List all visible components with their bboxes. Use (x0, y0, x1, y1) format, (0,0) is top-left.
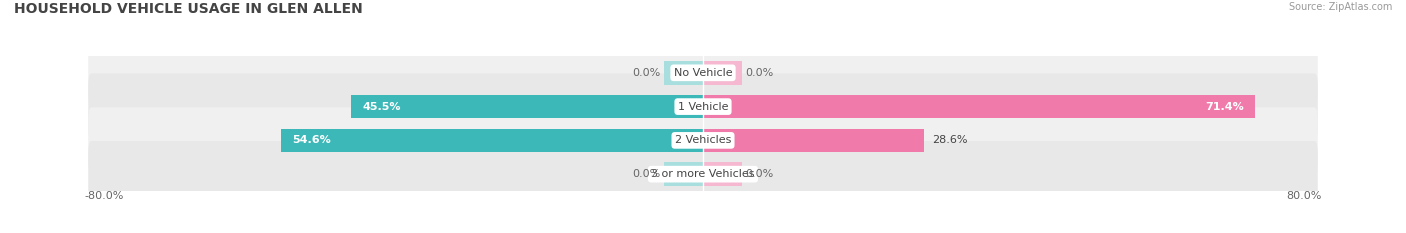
Text: 0.0%: 0.0% (633, 169, 661, 179)
Text: 1 Vehicle: 1 Vehicle (678, 102, 728, 112)
Bar (703, 162, 742, 186)
Text: HOUSEHOLD VEHICLE USAGE IN GLEN ALLEN: HOUSEHOLD VEHICLE USAGE IN GLEN ALLEN (14, 2, 363, 16)
FancyBboxPatch shape (89, 141, 1317, 207)
Text: 80.0%: 80.0% (1286, 191, 1322, 201)
Bar (703, 95, 1256, 118)
FancyBboxPatch shape (89, 107, 1317, 174)
Text: 0.0%: 0.0% (745, 169, 773, 179)
Text: 28.6%: 28.6% (932, 135, 967, 145)
Text: Source: ZipAtlas.com: Source: ZipAtlas.com (1288, 2, 1392, 12)
Bar (665, 61, 703, 85)
Text: 0.0%: 0.0% (745, 68, 773, 78)
Text: No Vehicle: No Vehicle (673, 68, 733, 78)
Text: 0.0%: 0.0% (633, 68, 661, 78)
Text: 71.4%: 71.4% (1205, 102, 1243, 112)
FancyBboxPatch shape (89, 73, 1317, 140)
Bar (281, 129, 703, 152)
Bar (665, 162, 703, 186)
Text: 45.5%: 45.5% (363, 102, 401, 112)
Text: -80.0%: -80.0% (84, 191, 124, 201)
Text: 54.6%: 54.6% (292, 135, 332, 145)
Text: 3 or more Vehicles: 3 or more Vehicles (651, 169, 755, 179)
FancyBboxPatch shape (89, 40, 1317, 106)
Text: 2 Vehicles: 2 Vehicles (675, 135, 731, 145)
Bar (703, 129, 924, 152)
Bar (703, 61, 742, 85)
Bar (352, 95, 703, 118)
